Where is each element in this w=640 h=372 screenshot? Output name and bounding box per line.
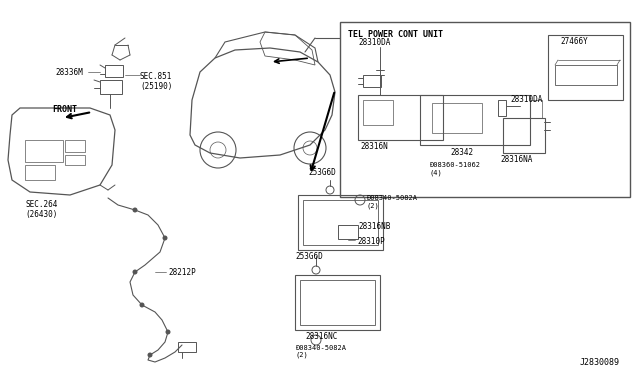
Bar [420, 95, 530, 145]
Bar [300, 280, 375, 325]
Text: 28336M: 28336M [55, 68, 83, 77]
Text: 27466Y: 27466Y [560, 37, 588, 46]
Text: 28310DA: 28310DA [358, 38, 390, 47]
Text: 28342: 28342 [450, 148, 473, 157]
Bar [105, 65, 123, 77]
Bar [338, 225, 358, 239]
Bar [363, 75, 381, 87]
Bar [65, 140, 85, 152]
Bar [25, 165, 55, 180]
Text: 28316NB: 28316NB [358, 222, 390, 231]
Bar [530, 100, 542, 118]
Text: Ð08340-5082A
(2): Ð08340-5082A (2) [367, 195, 418, 208]
Bar [363, 100, 393, 125]
Text: 28316N: 28316N [360, 142, 388, 151]
Circle shape [140, 302, 145, 308]
Bar [303, 200, 378, 245]
Text: J2830089: J2830089 [580, 358, 620, 367]
Bar [432, 103, 482, 133]
Text: SEC.851
(25190): SEC.851 (25190) [140, 72, 172, 92]
Text: TEL POWER CONT UNIT: TEL POWER CONT UNIT [348, 30, 443, 39]
Circle shape [166, 330, 170, 334]
Text: 253G6D: 253G6D [295, 252, 323, 261]
Text: FRONT: FRONT [52, 105, 77, 114]
Bar [298, 195, 383, 250]
Bar [295, 275, 380, 330]
Text: 253G6D: 253G6D [308, 168, 336, 177]
Circle shape [163, 235, 168, 241]
Bar [25, 140, 63, 162]
Bar [498, 100, 506, 116]
Bar [503, 118, 545, 153]
Bar [340, 22, 630, 197]
Text: 28212P: 28212P [168, 268, 196, 277]
Text: Ð08340-5082A
(2): Ð08340-5082A (2) [296, 345, 347, 359]
Circle shape [132, 208, 138, 212]
Text: 28310DA: 28310DA [510, 95, 542, 104]
Bar [358, 95, 443, 140]
Text: SEC.264
(26430): SEC.264 (26430) [25, 200, 58, 219]
Text: 28310P: 28310P [357, 237, 385, 246]
Circle shape [147, 353, 152, 357]
Text: Ð08360-51062
(4): Ð08360-51062 (4) [430, 162, 481, 176]
Bar [65, 155, 85, 165]
Bar [100, 80, 122, 94]
Text: 28316NC: 28316NC [305, 332, 337, 341]
Bar [548, 35, 623, 100]
Bar [178, 342, 196, 352]
Text: 28316NA: 28316NA [500, 155, 532, 164]
Circle shape [132, 269, 138, 275]
